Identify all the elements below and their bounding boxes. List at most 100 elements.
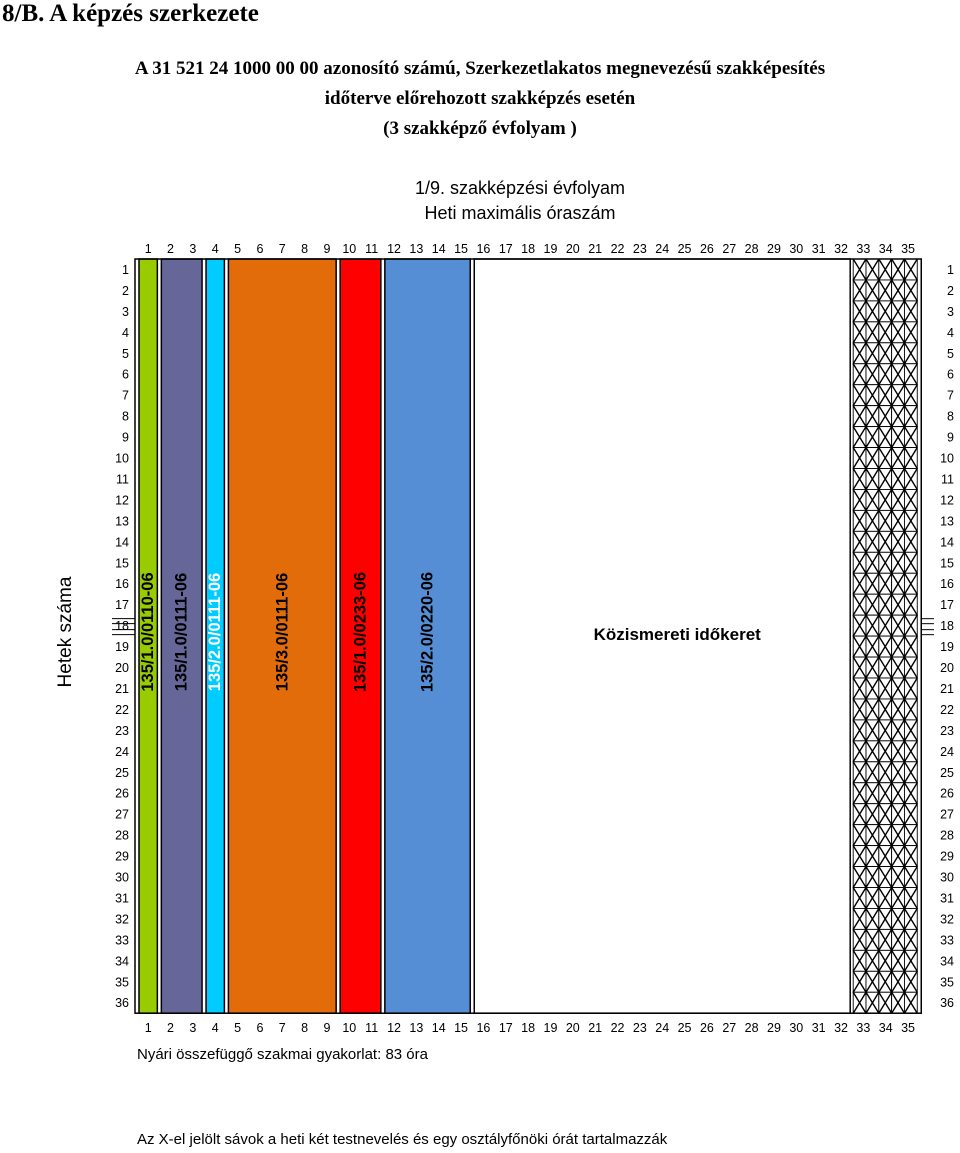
x-tick-label: 14 [432, 1021, 446, 1035]
y-tick-label: 23 [940, 724, 954, 738]
y-tick-label: 10 [115, 452, 129, 466]
y-axis-left: 1234567891011121314151617181920212223242… [115, 263, 129, 1010]
x-tick-label: 24 [655, 1021, 669, 1035]
y-tick-label: 27 [940, 808, 954, 822]
x-tick-label: 17 [499, 242, 513, 256]
y-tick-label: 21 [115, 682, 129, 696]
y-tick-label: 13 [115, 514, 129, 528]
y-tick-label: 6 [122, 368, 129, 382]
y-axis-right: 1234567891011121314151617181920212223242… [940, 263, 954, 1010]
y-tick-label: 15 [940, 556, 954, 570]
x-tick-label: 2 [167, 1021, 174, 1035]
y-tick-label: 2 [122, 284, 129, 298]
y-tick-label: 28 [115, 829, 129, 843]
y-tick-label: 4 [947, 326, 954, 340]
y-tick-label: 8 [947, 410, 954, 424]
x-tick-label: 6 [256, 1021, 263, 1035]
y-tick-label: 13 [940, 514, 954, 528]
y-tick-label: 17 [115, 598, 129, 612]
y-tick-label: 19 [115, 640, 129, 654]
y-tick-label: 22 [115, 703, 129, 717]
x-tick-label: 9 [323, 1021, 330, 1035]
y-tick-label: 14 [115, 535, 129, 549]
y-tick-label: 35 [940, 975, 954, 989]
x-tick-label: 25 [678, 242, 692, 256]
x-tick-label: 6 [256, 242, 263, 256]
y-tick-label: 19 [940, 640, 954, 654]
band-label: 135/2.0/0111-06 [206, 573, 224, 691]
band-label: 135/1.0/0110-06 [139, 572, 157, 691]
y-tick-label: 36 [115, 996, 129, 1010]
y-tick-label: 32 [115, 912, 129, 926]
y-tick-label: 5 [122, 347, 129, 361]
x-tick-label: 15 [454, 242, 468, 256]
y-tick-label: 2 [947, 284, 954, 298]
y-tick-label: 1 [122, 263, 129, 277]
band-label: 135/2.0/0220-06 [419, 572, 437, 692]
band-label: Közismereti időkeret [594, 625, 762, 644]
x-tick-label: 17 [499, 1021, 513, 1035]
y-tick-label: 8 [122, 410, 129, 424]
x-tick-label: 3 [189, 242, 196, 256]
y-tick-label: 30 [940, 871, 954, 885]
y-tick-label: 23 [115, 724, 129, 738]
x-tick-label: 18 [521, 1021, 535, 1035]
x-tick-label: 20 [566, 242, 580, 256]
x-tick-label: 16 [476, 1021, 490, 1035]
x-tick-label: 1 [145, 1021, 152, 1035]
x-tick-label: 19 [544, 1021, 558, 1035]
x-tick-label: 34 [879, 242, 893, 256]
y-tick-label: 11 [116, 472, 129, 486]
y-tick-label: 33 [940, 933, 954, 947]
x-tick-label: 5 [234, 1021, 241, 1035]
x-tick-label: 22 [611, 1021, 625, 1035]
y-tick-label: 24 [940, 745, 954, 759]
x-tick-label: 4 [212, 1021, 219, 1035]
x-tick-label: 35 [901, 242, 915, 256]
y-tick-label: 31 [115, 891, 129, 905]
x-tick-label: 28 [745, 1021, 759, 1035]
x-tick-label: 28 [745, 242, 759, 256]
x-tick-label: 27 [722, 1021, 736, 1035]
x-tick-label: 22 [611, 242, 625, 256]
band-label: 135/3.0/0111-06 [273, 573, 291, 691]
x-tick-label: 19 [544, 242, 558, 256]
y-tick-label: 30 [115, 871, 129, 885]
y-tick-label: 16 [940, 577, 954, 591]
y-tick-label: 18 [115, 619, 129, 633]
x-tick-label: 32 [834, 242, 848, 256]
x-tick-label: 8 [301, 1021, 308, 1035]
x-tick-label: 21 [588, 242, 602, 256]
y-tick-label: 17 [940, 598, 954, 612]
x-tick-label: 12 [387, 1021, 401, 1035]
y-tick-label: 25 [940, 766, 954, 780]
x-tick-label: 16 [476, 242, 490, 256]
y-tick-label: 24 [115, 745, 129, 759]
x-tick-label: 18 [521, 242, 535, 256]
y-tick-label: 11 [941, 472, 954, 486]
y-tick-label: 28 [940, 829, 954, 843]
x-tick-label: 35 [901, 1021, 915, 1035]
y-tick-label: 6 [947, 368, 954, 382]
y-tick-label: 35 [115, 975, 129, 989]
x-tick-label: 27 [722, 242, 736, 256]
y-tick-label: 18 [940, 619, 954, 633]
x-axis-top: 1 2 3 4 5 6 7 8 9 10 11 12 13 14 15 16 17 18 19 20 21 22 23 24 2… [145, 242, 915, 256]
y-tick-label: 14 [940, 535, 954, 549]
y-tick-label: 20 [940, 661, 954, 675]
summer-practice-note: Nyári összefüggő szakmai gyakorlat: 83 ó… [137, 1046, 428, 1063]
y-tick-label: 16 [115, 577, 129, 591]
x-tick-label: 25 [678, 1021, 692, 1035]
y-tick-label: 26 [115, 787, 129, 801]
x-tick-label: 15 [454, 1021, 468, 1035]
x-tick-label: 23 [633, 242, 647, 256]
x-tick-label: 5 [234, 242, 241, 256]
y-tick-label: 15 [115, 556, 129, 570]
x-tick-label: 34 [879, 1021, 893, 1035]
band-label: 135/1.0/0111-06 [173, 573, 191, 691]
x-tick-label: 33 [856, 242, 870, 256]
x-tick-label: 26 [700, 1021, 714, 1035]
y-tick-label: 31 [940, 891, 954, 905]
y-tick-label: 1 [947, 263, 954, 277]
